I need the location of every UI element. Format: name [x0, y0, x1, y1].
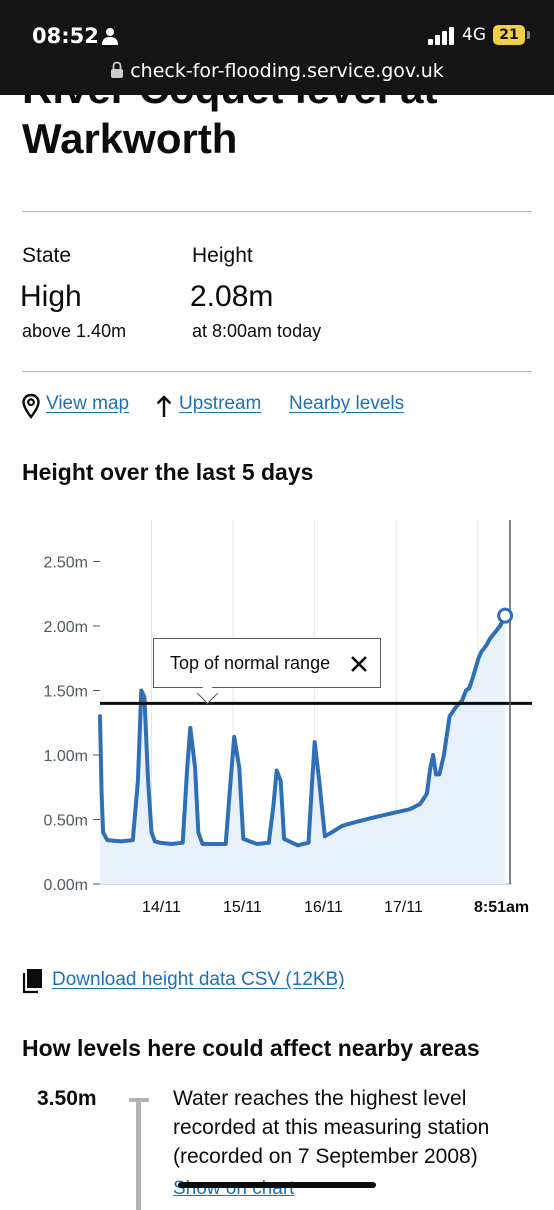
person-icon	[102, 28, 118, 45]
signal-icon	[428, 27, 454, 45]
height-line	[98, 613, 508, 848]
x-tick-label-now: 8:51am	[474, 899, 530, 916]
impact-level: 3.50m	[37, 1087, 97, 1110]
url-text: check-for-flooding.service.gov.uk	[130, 60, 444, 82]
map-pin-icon	[22, 393, 40, 419]
state-sub: above 1.40m	[22, 321, 127, 341]
chart-heading: Height over the last 5 days	[22, 459, 314, 485]
upstream-link[interactable]: Upstream	[179, 393, 262, 414]
latest-point[interactable]	[497, 607, 514, 624]
battery-level: 21	[493, 25, 525, 45]
impacts-heading: How levels here could affect nearby area…	[22, 1035, 480, 1061]
threshold-tooltip-text: Top of normal range	[170, 653, 331, 673]
state-value: High	[20, 280, 82, 313]
x-tick-label: 14/11	[142, 899, 181, 916]
y-tick-label: 2.00m	[44, 619, 88, 636]
address-bar[interactable]: check-for-flooding.service.gov.uk	[0, 60, 554, 82]
home-indicator	[178, 1182, 376, 1188]
y-tick-label: 2.50m	[44, 555, 88, 572]
network-type: 4G	[462, 25, 486, 45]
download-csv-link[interactable]: Download height data CSV (12KB)	[52, 969, 345, 990]
battery-tip	[527, 31, 530, 39]
clock: 08:52	[32, 24, 99, 48]
download-row: Download height data CSV (12KB)	[22, 968, 542, 996]
threshold-tooltip: Top of normal range	[153, 638, 381, 688]
x-tick-label: 15/11	[223, 899, 262, 916]
arrow-up-icon	[156, 395, 172, 417]
level-scale	[136, 1100, 141, 1210]
impact-description: Water reaches the highest level recorded…	[173, 1087, 490, 1168]
lock-icon	[111, 61, 124, 78]
y-tick-label: 1.50m	[44, 684, 88, 701]
y-tick-label: 0.00m	[44, 877, 88, 894]
x-tick-label: 16/11	[304, 899, 343, 916]
y-tick-label: 1.00m	[44, 748, 88, 765]
x-tick-label: 17/11	[384, 899, 423, 916]
height-label: Height	[192, 244, 253, 267]
y-tick-label: 0.50m	[44, 813, 88, 830]
state-label: State	[22, 244, 72, 267]
station-links: View map Upstream Nearby levels	[22, 393, 542, 421]
height-value: 2.08m	[190, 280, 274, 313]
browser-status-bar: 08:52 4G 21 check-for-flooding.service.g…	[0, 0, 554, 95]
view-map-link[interactable]: View map	[46, 393, 130, 414]
height-chart[interactable]: 0.00m 0.50m 1.00m 1.50m 2.00m 2.50m	[0, 520, 554, 920]
close-icon[interactable]	[350, 655, 368, 673]
nearby-levels-link[interactable]: Nearby levels	[289, 393, 405, 414]
document-icon	[22, 969, 42, 994]
height-sub: at 8:00am today	[192, 321, 322, 341]
divider	[22, 371, 532, 372]
divider	[22, 211, 532, 212]
height-area	[100, 615, 506, 884]
